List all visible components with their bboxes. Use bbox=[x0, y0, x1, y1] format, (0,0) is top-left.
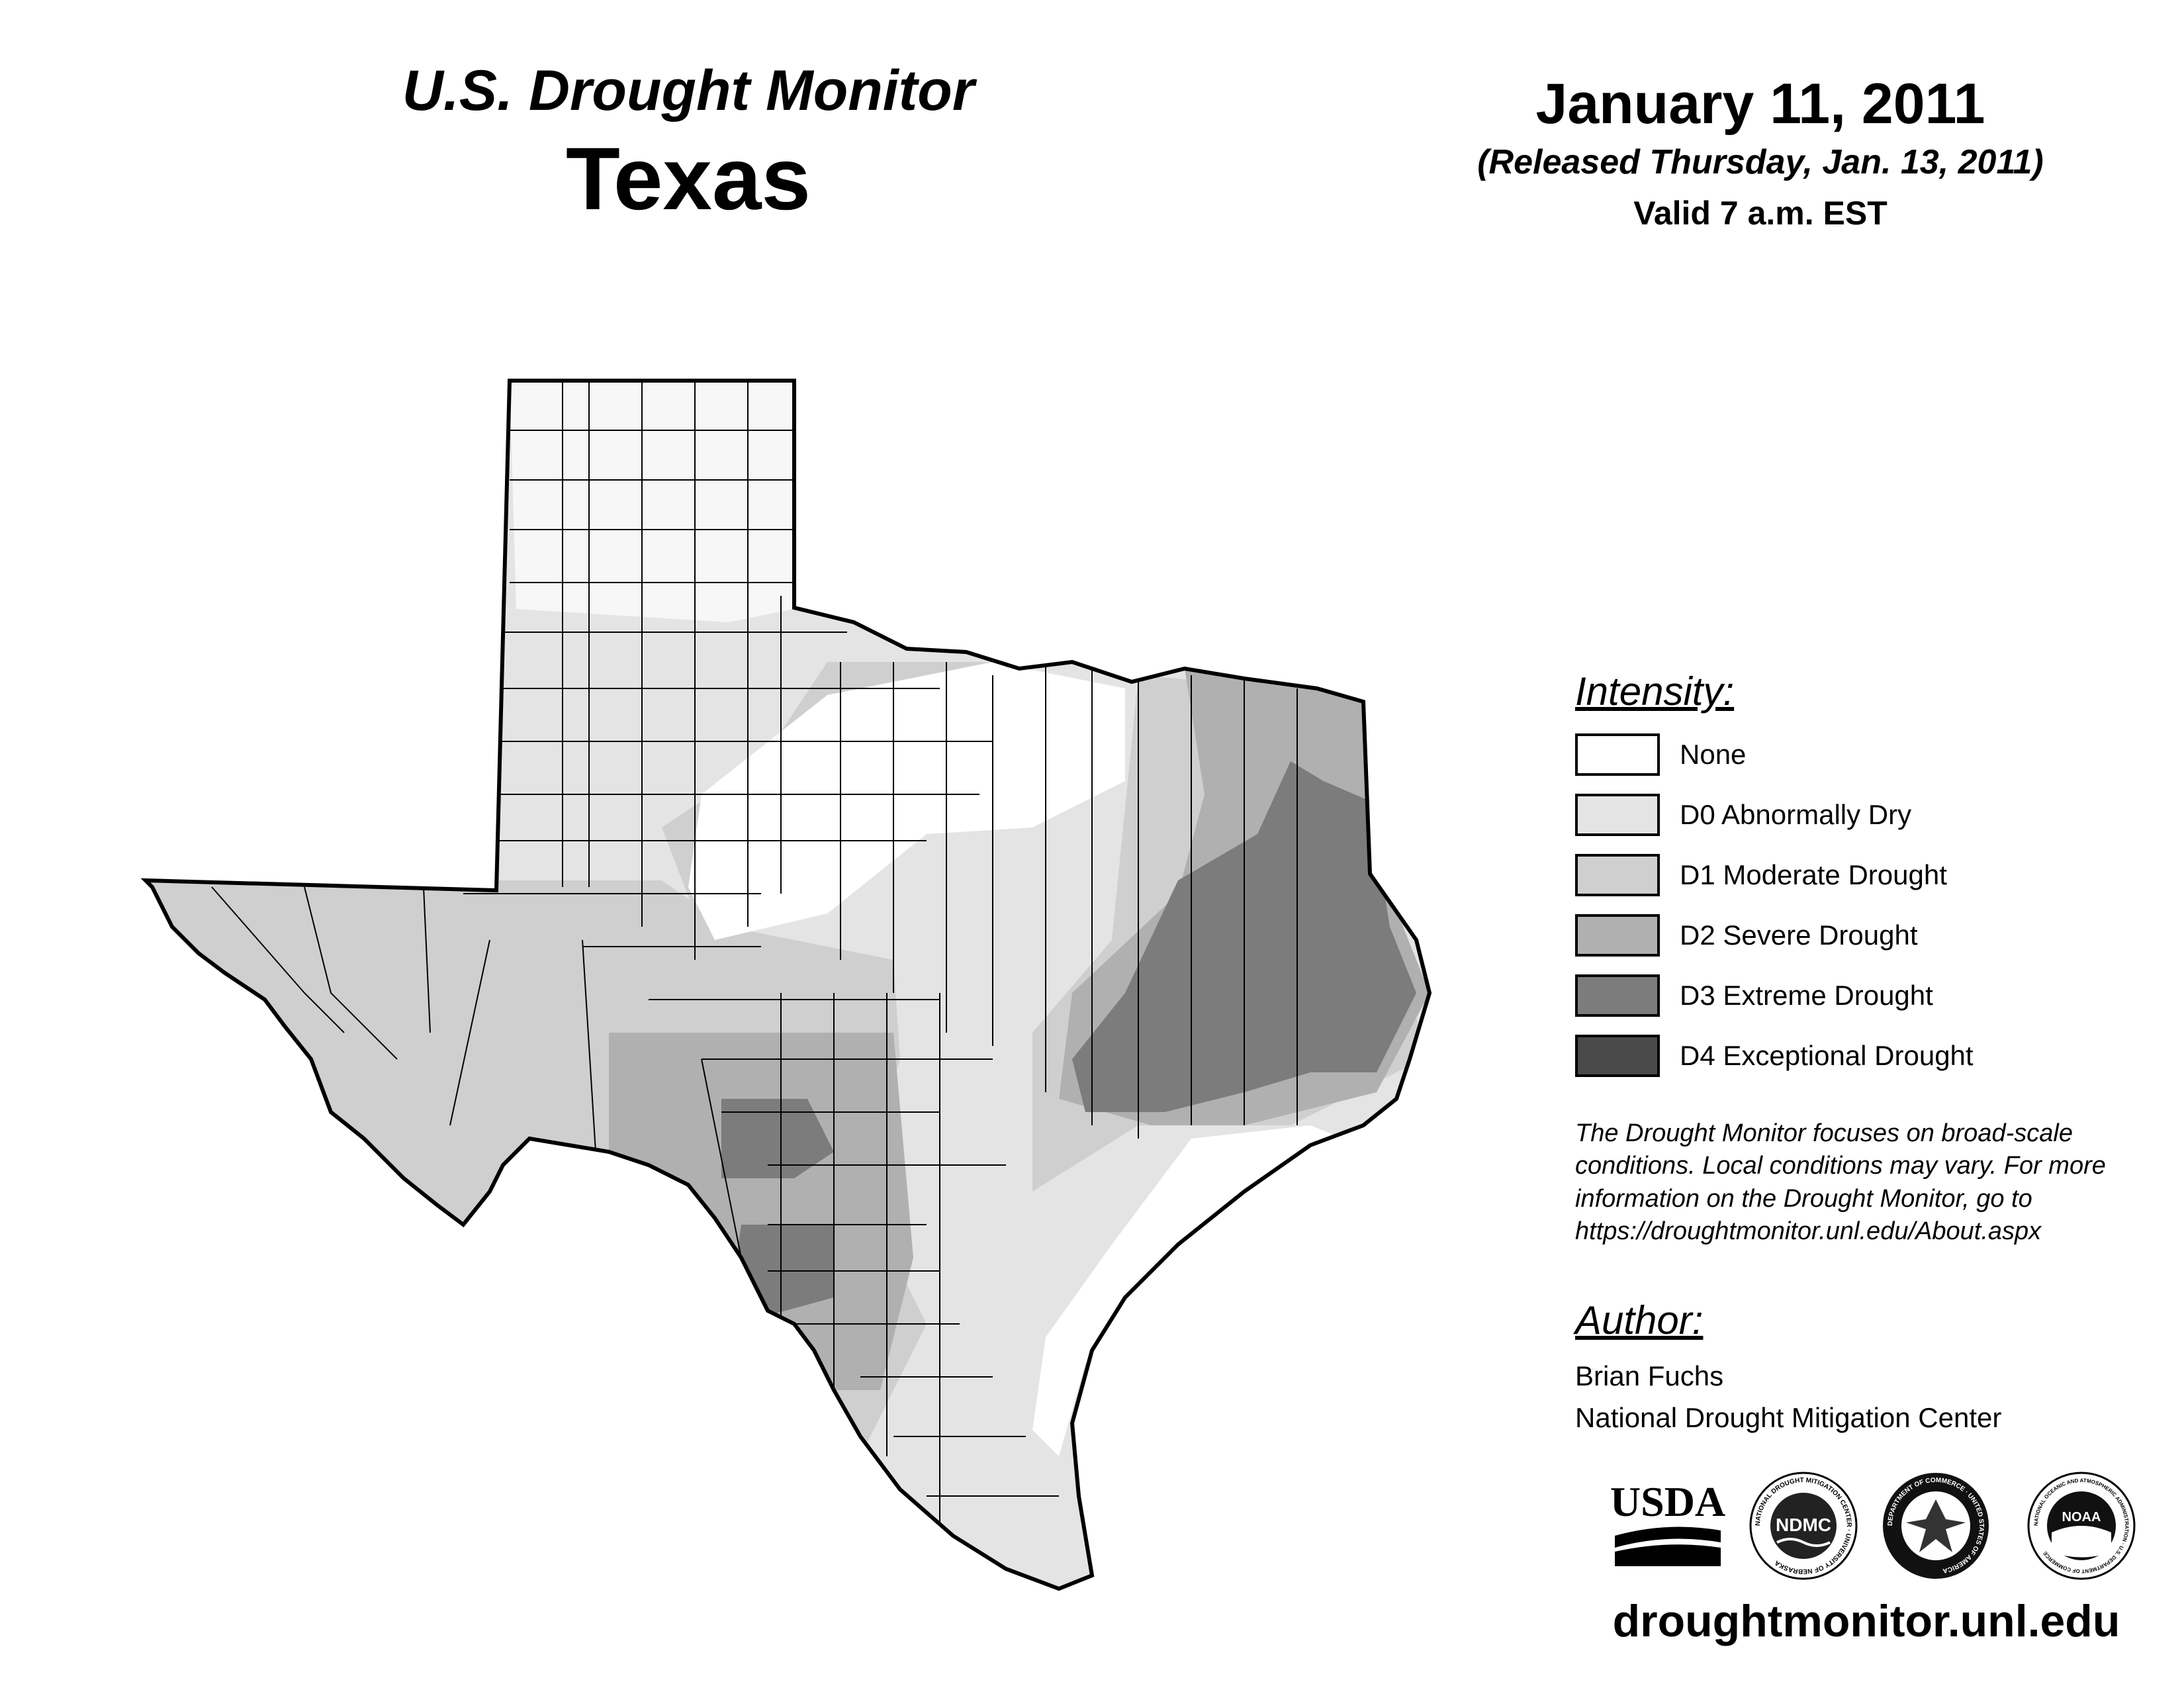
title-block: U.S. Drought Monitor Texas bbox=[291, 58, 1085, 228]
noaa-logo-text: NOAA bbox=[2062, 1510, 2101, 1524]
legend-item-d0: D0 Abnormally Dry bbox=[1575, 792, 2171, 838]
legend-item-d3: D3 Extreme Drought bbox=[1575, 972, 2171, 1019]
legend-label: D0 Abnormally Dry bbox=[1680, 799, 1912, 830]
ndmc-logo: NATIONAL DROUGHT MITIGATION CENTER · UNI… bbox=[1749, 1472, 1858, 1580]
valid-date: January 11, 2011 bbox=[1535, 72, 1985, 136]
legend-label: None bbox=[1680, 739, 1747, 770]
author-org: National Drought Mitigation Center bbox=[1575, 1402, 2002, 1433]
none-panhandle-region bbox=[510, 381, 794, 622]
legend-swatch bbox=[1575, 1035, 1660, 1077]
disclaimer-url[interactable]: https://droughtmonitor.unl.edu/About.asp… bbox=[1575, 1217, 2042, 1246]
legend-heading: Intensity: bbox=[1575, 669, 1735, 714]
legend-swatch bbox=[1575, 974, 1660, 1017]
texas-outline bbox=[140, 379, 1432, 1591]
county-lines bbox=[211, 381, 1298, 1523]
author-heading: Author: bbox=[1575, 1298, 1704, 1342]
texas-drought-map bbox=[140, 379, 1432, 1591]
legend-swatch bbox=[1575, 854, 1660, 896]
usda-logo-text: USDA bbox=[1610, 1478, 1725, 1525]
legend-label: D3 Extreme Drought bbox=[1680, 980, 1933, 1011]
state-name: Texas bbox=[565, 129, 811, 228]
website-url[interactable]: droughtmonitor.unl.edu bbox=[1612, 1596, 2120, 1646]
disclaimer-line: conditions. Local conditions may vary. F… bbox=[1575, 1152, 2106, 1180]
legend-item-d2: D2 Severe Drought bbox=[1575, 912, 2171, 959]
noaa-logo: NATIONAL OCEANIC AND ATMOSPHERIC ADMINIS… bbox=[2027, 1472, 2136, 1580]
none-north-central-region bbox=[688, 662, 1125, 940]
author-name: Brian Fuchs bbox=[1575, 1360, 1724, 1391]
legend-item-none: None bbox=[1575, 731, 2171, 778]
release-date: (Released Thursday, Jan. 13, 2011) bbox=[1477, 142, 2044, 181]
d2-south-region bbox=[609, 1033, 913, 1390]
legend-swatch bbox=[1575, 914, 1660, 957]
disclaimer: The Drought Monitor focuses on broad-sca… bbox=[1575, 1117, 2158, 1248]
legend-swatch bbox=[1575, 794, 1660, 836]
legend-label: D1 Moderate Drought bbox=[1680, 859, 1947, 890]
legend-label: D2 Severe Drought bbox=[1680, 919, 1918, 951]
valid-time: Valid 7 a.m. EST bbox=[1633, 194, 1888, 232]
date-block: January 11, 2011 (Released Thursday, Jan… bbox=[1430, 71, 2091, 232]
legend-swatch bbox=[1575, 733, 1660, 776]
commerce-seal-logo: DEPARTMENT OF COMMERCE · UNITED STATES O… bbox=[1883, 1473, 1989, 1579]
legend-item-d4: D4 Exceptional Drought bbox=[1575, 1033, 2171, 1079]
disclaimer-line: information on the Drought Monitor, go t… bbox=[1575, 1184, 2032, 1213]
legend: Intensity: None D0 Abnormally Dry D1 Mod… bbox=[1575, 669, 2171, 1093]
ndmc-logo-text: NDMC bbox=[1776, 1515, 1831, 1535]
map-title: U.S. Drought Monitor bbox=[402, 59, 975, 122]
agency-logos: USDA NATIONAL DROUGHT MITIGATION CENTER … bbox=[1575, 1470, 2171, 1582]
legend-item-d1: D1 Moderate Drought bbox=[1575, 852, 2171, 898]
usda-logo: USDA bbox=[1610, 1478, 1725, 1566]
author-block: Author: Brian Fuchs National Drought Mit… bbox=[1575, 1297, 2158, 1438]
disclaimer-line: The Drought Monitor focuses on broad-sca… bbox=[1575, 1119, 2073, 1147]
legend-label: D4 Exceptional Drought bbox=[1680, 1040, 1974, 1071]
d3-south-region-a bbox=[721, 1099, 834, 1178]
